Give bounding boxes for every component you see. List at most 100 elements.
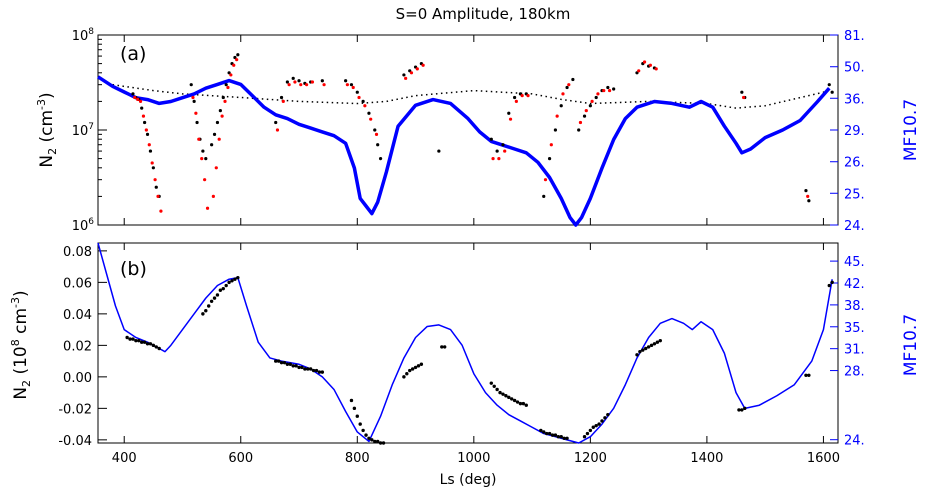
panel-b-y-tick-label-2: 0.00 [63, 371, 92, 386]
panel-a-obs-red-point [491, 156, 495, 161]
panel-a-obs-red-point [555, 114, 559, 118]
panel-a-obs-red-point [514, 99, 518, 104]
panel-a-obs-red-point [654, 67, 658, 71]
panel-b-obs-black-point [544, 431, 549, 436]
panel-a-obs-black-point [148, 149, 153, 153]
panel-a-ylabel-sub: 2 [46, 148, 59, 155]
panel-b-obs-black-point [373, 439, 377, 444]
panel-a-obs-red-point [133, 95, 137, 100]
panel-b-obs-black-point [233, 277, 237, 281]
panel-a-obs-black-point [577, 128, 581, 132]
panel-b-obs-black-point [352, 406, 357, 411]
panel-b-obs-black-point [370, 438, 374, 442]
panel-a-obs-black-point [606, 85, 610, 90]
panel-a-y2-tick-label-3: 29. [844, 124, 865, 139]
panel-a-ylabel-unit: (cm [37, 110, 57, 148]
panel-b-obs-black-point [510, 397, 514, 401]
panel-b-obs-black-point [408, 368, 412, 373]
panel-b-obs-black-point [559, 435, 563, 439]
panel-b-obs-black-point [442, 345, 447, 349]
panel-a-obs-red-point [281, 99, 285, 104]
panel-b-y2-tick-label-4: 31. [844, 343, 865, 358]
panel-b-y2-tick-label-0: 45. [844, 255, 865, 270]
panel-a-obs-red-point [217, 137, 221, 141]
panel-b-x-tick-label-5: 1400 [690, 451, 723, 466]
panel-b-obs-black-point [276, 359, 281, 363]
panel-a-obs-black-point [320, 79, 324, 83]
panel-b-y2label: MF10.7 [901, 314, 921, 376]
panel-a-obs-black-point [376, 143, 380, 147]
panel-a-obs-red-point [220, 114, 224, 118]
panel-a-obs-red-point [742, 95, 746, 100]
panel-b-y2-ticks: 45. 42. 38. 35. 31. 28. 24. [830, 255, 865, 449]
panel-a-y2-tick-label-2: 36. [844, 92, 865, 107]
panel-a: (a) N2 (cm-3) MF10.7 106 107 108 81. 50. 36.… [35, 27, 921, 234]
panel-b-obs-black-point [311, 368, 316, 373]
panel-b-y-tick-label-1: -0.02 [58, 402, 92, 417]
panel-b-obs-black-point [201, 312, 205, 316]
panel-a-obs-red-point [232, 63, 236, 67]
panel-b-obs-black-point [221, 286, 225, 291]
panel-b-obs-black-point [303, 367, 307, 371]
panel-b-obs-black-point [553, 433, 558, 437]
panel-b-obs-black-point [603, 416, 607, 420]
panel-b-obs-black-point [515, 400, 520, 404]
panel-b-obs-black [125, 275, 834, 445]
panel-a-obs-red-point [374, 132, 379, 136]
panel-a-obs-black-point [279, 95, 284, 100]
panel-b-obs-black-point [495, 387, 499, 392]
panel-b-obs-black-point [655, 340, 660, 344]
panel-a-y2-tick-label-4: 26. [844, 156, 865, 171]
panel-a-obs-red-point [806, 194, 810, 199]
panel-a-obs-red-point [637, 69, 641, 73]
panel-a-obs-black-point [140, 106, 144, 110]
panel-b-obs-black-point [512, 398, 517, 403]
panel-a-obs-red-point [211, 194, 215, 199]
panel-b-obs-black-point [317, 370, 322, 374]
panel-a-obs-red-point [138, 99, 143, 104]
panel-a-obs-red-point [191, 95, 195, 100]
panel-b-ylabel-main: N [11, 387, 31, 400]
x-axis-label: Ls (deg) [440, 472, 497, 488]
panel-a-obs-red-point [310, 80, 315, 84]
panel-a-obs-black-point [210, 143, 214, 147]
panel-a-obs-black-point [154, 185, 158, 189]
panel-b-obs-black-point [314, 368, 319, 373]
panel-b-obs-black-point [827, 283, 831, 288]
panel-a-obs-red-point [304, 83, 309, 87]
panel-a-obs-red-point [602, 88, 606, 93]
panel-a-obs-red-point [136, 97, 140, 101]
panel-b-y-tick-label-6: 0.08 [63, 245, 92, 260]
panel-b-obs-black-point [740, 408, 744, 412]
panel-a-obs-red-point [409, 71, 414, 75]
panel-b-obs-black-point [582, 435, 587, 439]
panel-a-obs-red-point [421, 63, 425, 67]
panel-a-obs-black-point [507, 111, 511, 115]
panel-a-obs-black-point [827, 83, 831, 87]
panel-b-obs-black-point [367, 436, 371, 440]
panel-a-obs-black-point [571, 77, 575, 82]
panel-b-obs-black-point [565, 436, 569, 440]
panel-a-obs-black-point [201, 149, 205, 153]
panel-a-y-tick-label-0: 106 [72, 217, 95, 234]
panel-b-ylabel-close: ) [11, 290, 31, 297]
panel-a-obs-red-point [607, 88, 612, 93]
panel-b-obs-black-point [212, 296, 217, 300]
panel-b-obs-black-point [157, 346, 161, 351]
panel-a-obs-red-point [584, 109, 588, 113]
panel-b-obs-black-point [542, 430, 546, 434]
panel-b-obs-black-point [501, 392, 505, 396]
panel-a-obs-black-point [437, 149, 441, 153]
panel-b-obs-black-point [131, 337, 135, 341]
panel-a-obs-red-point [159, 209, 163, 213]
panel-a-obs-black-point [145, 132, 150, 136]
panel-b-obs-black-point [405, 372, 409, 376]
panel-a-ylabel: N2 (cm-3) [35, 92, 59, 167]
panel-a-obs-red-point [648, 63, 652, 67]
panel-b-y2-tick-label-2: 38. [844, 299, 865, 314]
panel-a-y2-ticks: 81. 50. 36. 29. 26. 25. 24. [830, 29, 865, 234]
panel-b-obs-black-point [154, 345, 158, 349]
panel-b-obs-black-point [381, 441, 386, 445]
panel-b-obs-black-point [504, 394, 508, 398]
panel-a-obs-black-point [218, 109, 222, 113]
